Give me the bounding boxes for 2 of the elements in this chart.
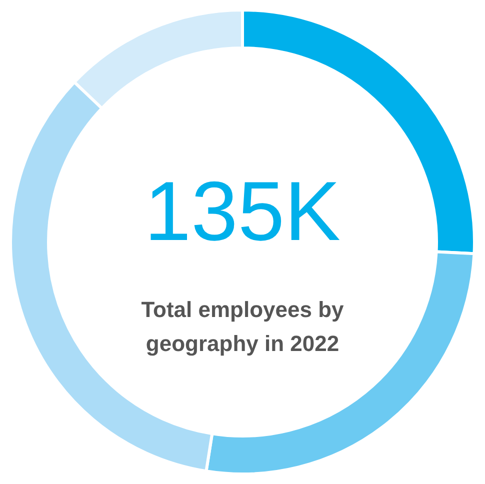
text: 135K: [144, 164, 341, 258]
text: Total employees by geography in 2022: [141, 297, 345, 356]
